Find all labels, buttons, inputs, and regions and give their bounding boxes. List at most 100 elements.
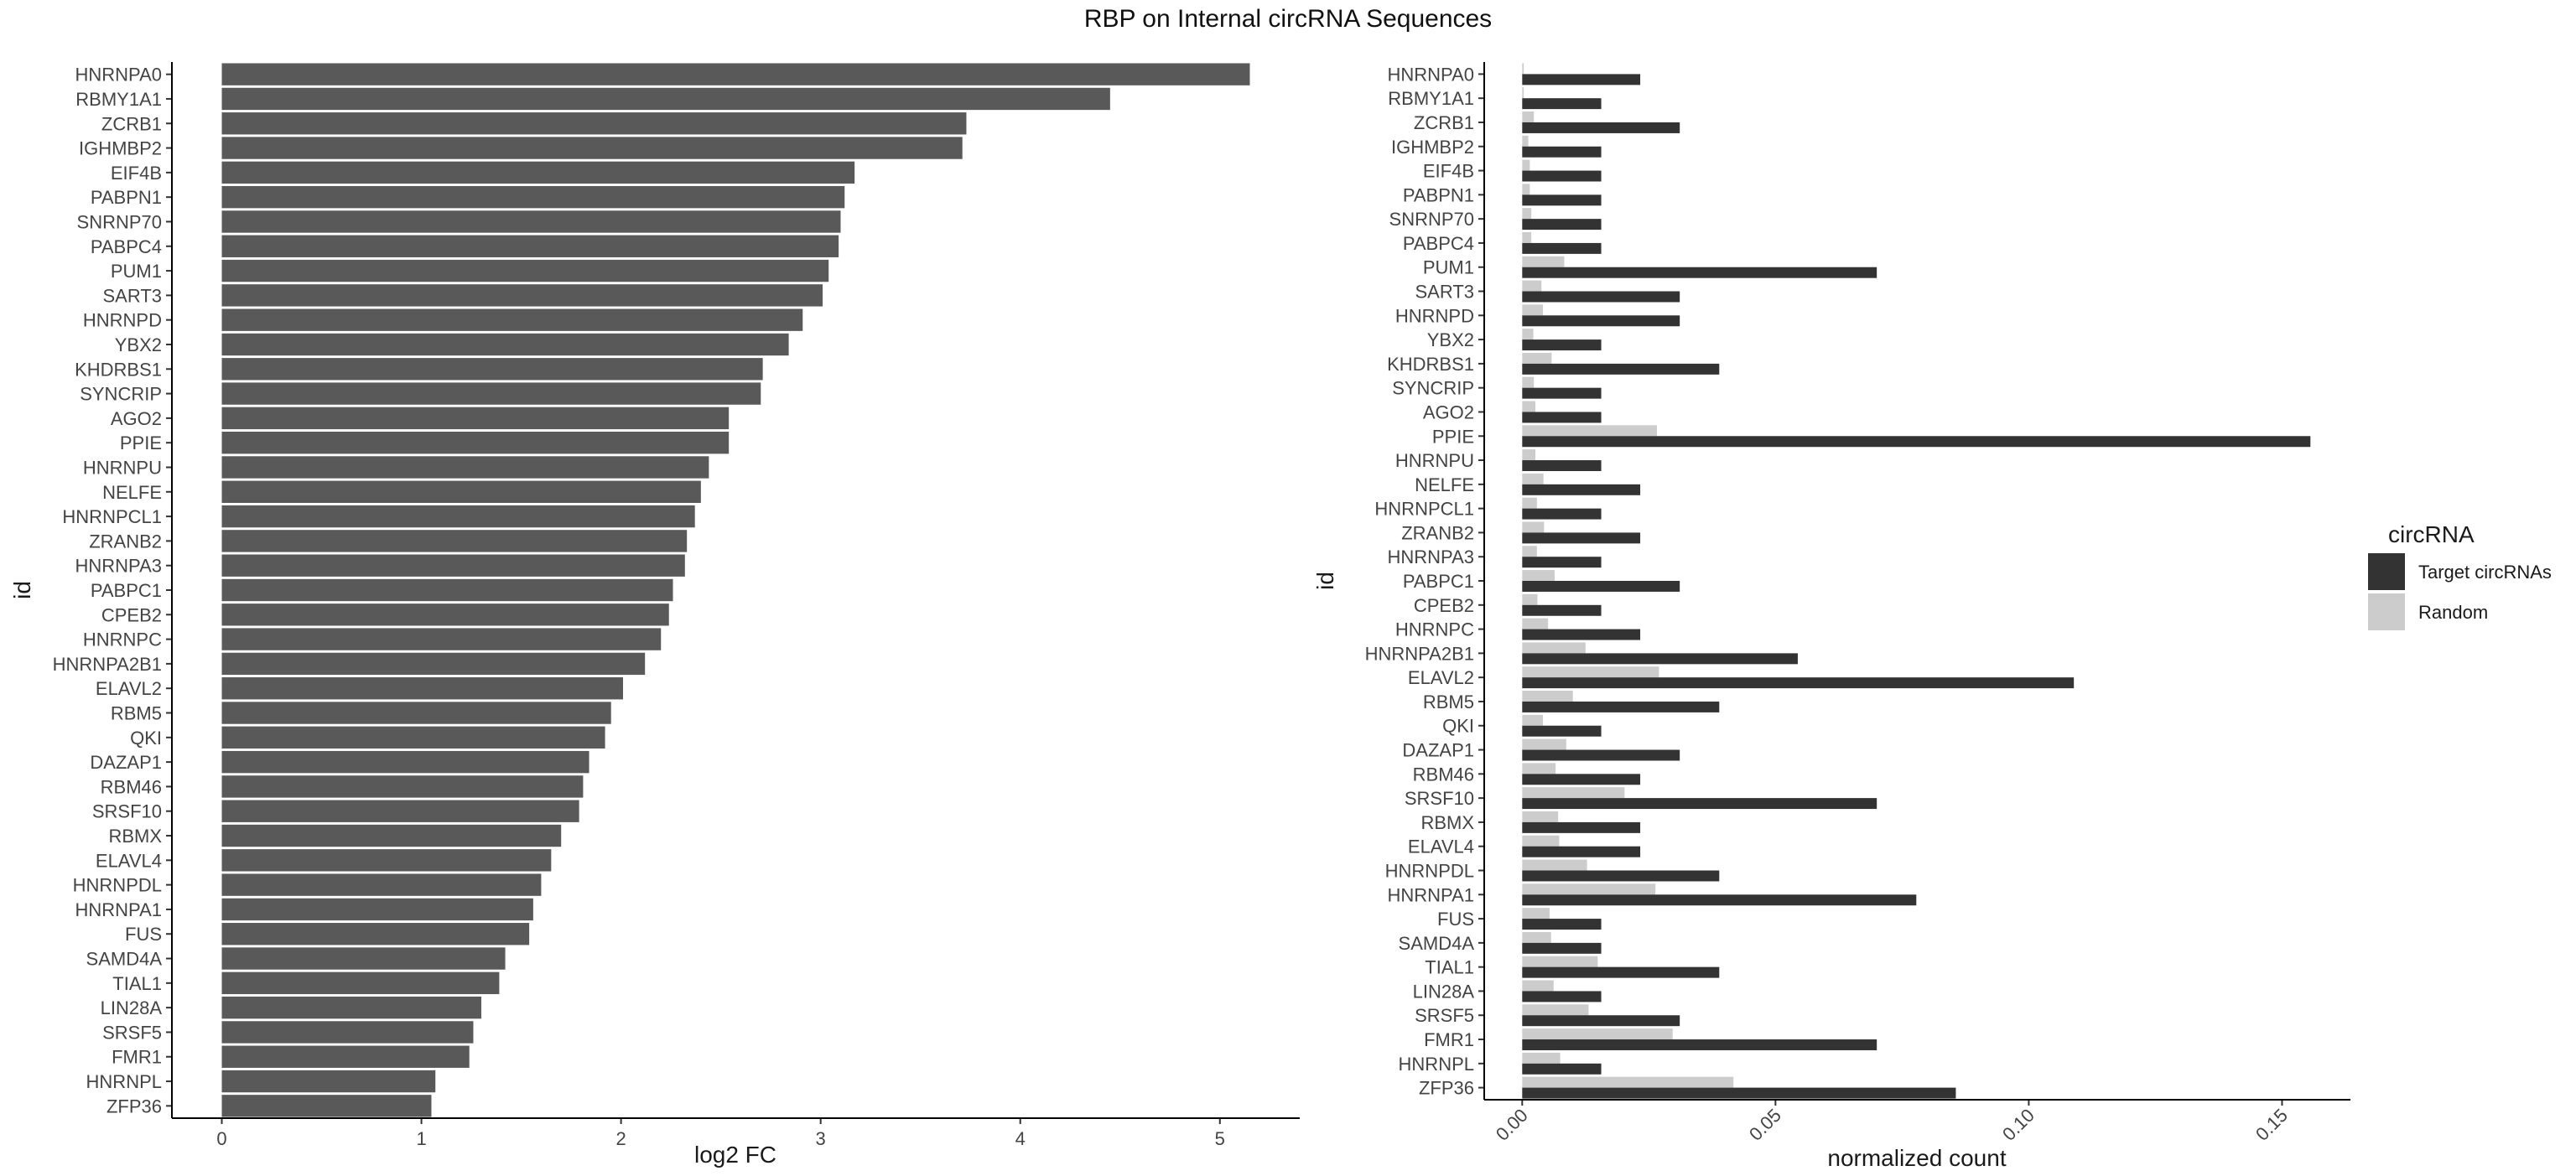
fc-y-tick-label: SRSF10 <box>92 801 162 822</box>
fc-bar <box>221 284 823 307</box>
target-bar <box>1522 966 1720 978</box>
random-bar <box>1522 1004 1589 1016</box>
fc-y-tick-label: TIAL1 <box>112 973 162 994</box>
fc-y-tick-label: SAMD4A <box>86 949 163 970</box>
count-y-tick-label: PABPC1 <box>1403 571 1474 592</box>
fc-x-tick-label: 1 <box>416 1128 426 1149</box>
fc-bar <box>221 971 500 995</box>
fc-y-tick-label: LIN28A <box>101 997 163 1018</box>
fc-y-tick-label: RBM46 <box>101 776 162 797</box>
fc-bar <box>221 210 841 233</box>
fc-y-axis-title: id <box>9 581 35 599</box>
fc-bar <box>221 554 685 577</box>
count-y-tick-label: PUM1 <box>1423 257 1474 278</box>
fc-y-tick-label: CPEB2 <box>101 604 162 625</box>
fc-bar <box>221 1021 474 1044</box>
fc-x-tick-label: 4 <box>1015 1128 1026 1149</box>
target-bar <box>1522 170 1602 182</box>
target-bar <box>1522 267 1877 278</box>
count-y-tick-label: SART3 <box>1415 282 1474 303</box>
random-bar <box>1522 111 1535 122</box>
fc-bar <box>221 530 688 552</box>
count-y-tick-label: SAMD4A <box>1399 933 1475 954</box>
fc-y-tick-label: HNRNPCL1 <box>62 506 162 527</box>
fc-y-tick-label: PABPC1 <box>91 580 162 601</box>
count-y-tick-label: PABPC4 <box>1403 233 1474 254</box>
target-bar <box>1522 339 1602 351</box>
count-y-tick-label: HNRNPA3 <box>1387 547 1474 567</box>
target-bar <box>1522 991 1602 1002</box>
fc-bar <box>221 259 829 282</box>
fc-bar <box>221 800 579 822</box>
fc-bar <box>221 996 481 1019</box>
fc-y-tick-label: FUS <box>125 924 162 945</box>
count-y-tick-label: HNRNPA2B1 <box>1365 643 1474 664</box>
random-bar <box>1522 714 1544 726</box>
target-bar <box>1522 122 1680 133</box>
fc-bar <box>221 137 963 159</box>
random-bar <box>1522 521 1545 533</box>
random-bar <box>1522 135 1529 147</box>
fc-bar <box>221 382 761 405</box>
target-bar <box>1522 894 1917 906</box>
fc-y-tick-label: SRSF5 <box>102 1022 162 1043</box>
random-bar <box>1522 931 1551 943</box>
random-bar <box>1522 811 1559 822</box>
count-x-ticks: 0.00 0.05 0.10 0.15 <box>1492 1100 2292 1145</box>
fc-bar <box>221 161 855 184</box>
target-bar <box>1522 1039 1877 1050</box>
fc-y-tick-label: HNRNPL <box>86 1071 162 1092</box>
fc-y-tick-label: SNRNP70 <box>77 211 162 232</box>
fc-y-tick-label: SART3 <box>102 285 162 306</box>
count-y-tick-label: SNRNP70 <box>1389 209 1474 230</box>
fc-bar <box>221 407 730 430</box>
count-y-tick-label: FMR1 <box>1424 1029 1474 1050</box>
target-bar <box>1522 508 1602 520</box>
random-bar <box>1522 618 1549 629</box>
fc-y-tick-label: SYNCRIP <box>80 384 162 405</box>
count-y-tick-label: SRSF5 <box>1415 1005 1474 1026</box>
random-bar <box>1522 280 1542 292</box>
fc-bar <box>221 63 1250 85</box>
fc-bar <box>221 775 584 798</box>
fc-y-tick-labels: HNRNPA0 RBMY1A1 ZCRB1 IGHMBP2 EIF4B PABPN1 SNR… <box>53 65 172 1116</box>
random-bar <box>1522 352 1552 364</box>
fc-y-tick-label: HNRNPC <box>83 629 162 650</box>
target-bar <box>1522 653 1798 665</box>
count-y-tick-label: NELFE <box>1415 474 1474 495</box>
fc-y-tick-label: HNRNPU <box>83 457 162 478</box>
fc-bar <box>221 87 1110 111</box>
fc-y-tick-label: RBM5 <box>111 703 162 724</box>
target-bar <box>1522 98 1602 110</box>
random-bar <box>1522 329 1534 340</box>
count-y-tick-label: CPEB2 <box>1414 595 1474 616</box>
random-bar <box>1522 256 1565 267</box>
target-bar <box>1522 387 1602 399</box>
target-bar <box>1522 557 1602 568</box>
fc-bar <box>221 726 605 749</box>
target-bar <box>1522 942 1602 954</box>
count-y-tick-label: RBM46 <box>1413 764 1474 785</box>
count-y-tick-label: PPIE <box>1432 426 1474 447</box>
count-x-tick-label: 0.05 <box>1745 1105 1785 1145</box>
count-y-tick-label: HNRNPA0 <box>1387 64 1474 85</box>
target-bar <box>1522 821 1641 833</box>
fc-y-tick-label: ZRANB2 <box>89 531 162 552</box>
fc-bar <box>221 1045 470 1068</box>
random-bar <box>1522 231 1532 243</box>
random-bar <box>1522 980 1554 992</box>
fc-bar <box>221 456 709 479</box>
fc-y-tick-label: ZCRB1 <box>101 113 162 134</box>
fc-bar <box>221 1095 432 1117</box>
fc-y-tick-label: ELAVL2 <box>96 678 162 699</box>
fc-bar <box>221 652 646 676</box>
fc-x-ticks: 0 1 2 3 4 5 <box>216 1118 1225 1149</box>
target-bar <box>1522 436 2311 448</box>
fc-bar <box>221 1070 436 1093</box>
random-bar <box>1522 546 1537 557</box>
fc-bar <box>221 873 542 896</box>
fc-y-tick-label: PABPC4 <box>91 236 162 257</box>
count-y-tick-label: QKI <box>1442 716 1474 737</box>
